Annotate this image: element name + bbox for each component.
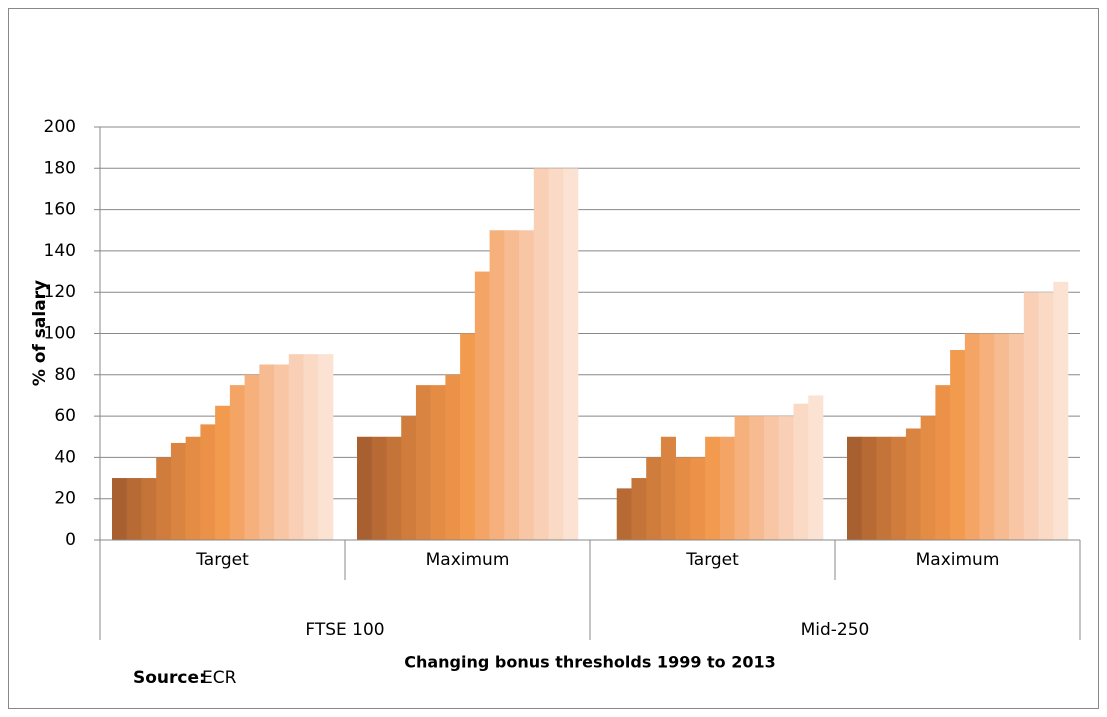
y-tick-label: 40 <box>54 447 76 467</box>
bar <box>489 230 505 540</box>
bar <box>430 385 446 540</box>
bar <box>935 385 951 540</box>
bar <box>474 271 490 540</box>
bar <box>288 354 304 540</box>
bar <box>690 457 706 540</box>
y-tick-label: 20 <box>54 489 76 509</box>
bar <box>185 436 201 540</box>
y-tick-label: 60 <box>54 406 76 426</box>
bar <box>1023 292 1039 540</box>
bar <box>563 168 579 541</box>
bar <box>847 436 863 540</box>
y-tick-label: 140 <box>44 241 76 261</box>
bar <box>616 488 632 540</box>
bar <box>460 333 476 540</box>
source-text: ECR <box>202 668 237 688</box>
bar <box>156 457 172 540</box>
y-tick-label: 80 <box>54 365 76 385</box>
bar <box>876 436 892 540</box>
y-tick-label: 160 <box>44 200 76 220</box>
bar <box>357 436 373 540</box>
bar <box>646 457 662 540</box>
bar <box>749 416 765 540</box>
bar <box>415 385 431 540</box>
y-tick-label: 180 <box>44 158 76 178</box>
bar <box>891 436 907 540</box>
bar <box>200 424 216 540</box>
bar <box>1053 281 1069 540</box>
bar <box>979 333 995 540</box>
bar <box>274 364 290 540</box>
bar <box>778 416 794 540</box>
bar <box>905 428 921 540</box>
y-tick-label: 200 <box>44 117 76 137</box>
bar <box>1009 333 1025 540</box>
bar <box>675 457 691 540</box>
bar <box>519 230 535 540</box>
bar <box>318 354 334 540</box>
bar <box>964 333 980 540</box>
bar <box>215 405 231 540</box>
x-tick-label: Maximum <box>916 550 1000 570</box>
y-tick-label: 100 <box>44 324 76 344</box>
bar <box>229 385 245 540</box>
bar <box>1038 292 1054 540</box>
bar <box>764 416 780 540</box>
bar <box>401 416 417 540</box>
x-axis-label: Changing bonus thresholds 1999 to 2013 <box>404 653 776 672</box>
y-tick-label: 120 <box>44 282 76 302</box>
bar <box>244 374 260 540</box>
x-tick-label: Maximum <box>426 550 510 570</box>
bar <box>259 364 275 540</box>
group-label: FTSE 100 <box>305 620 384 640</box>
bar <box>504 230 520 540</box>
y-tick-label: 0 <box>65 530 76 550</box>
y-axis-label: % of salary <box>30 280 50 386</box>
bar <box>141 478 157 540</box>
bar <box>371 436 387 540</box>
bar <box>719 436 735 540</box>
bar <box>920 416 936 540</box>
bar <box>533 168 549 541</box>
group-label: Mid-250 <box>801 620 870 640</box>
bar <box>734 416 750 540</box>
bar <box>660 436 676 540</box>
x-tick-label: Target <box>685 550 739 570</box>
bar <box>793 403 809 540</box>
bar <box>705 436 721 540</box>
bar <box>548 168 564 541</box>
bar <box>808 395 824 540</box>
bar <box>950 350 966 540</box>
bar <box>386 436 402 540</box>
bar <box>445 374 461 540</box>
bar <box>631 478 647 540</box>
bar <box>994 333 1010 540</box>
bar <box>112 478 128 540</box>
x-tick-label: Target <box>195 550 249 570</box>
bar <box>303 354 319 540</box>
bar <box>126 478 142 540</box>
bar <box>170 442 186 540</box>
source-label: Source: <box>133 668 206 688</box>
bar <box>861 436 877 540</box>
